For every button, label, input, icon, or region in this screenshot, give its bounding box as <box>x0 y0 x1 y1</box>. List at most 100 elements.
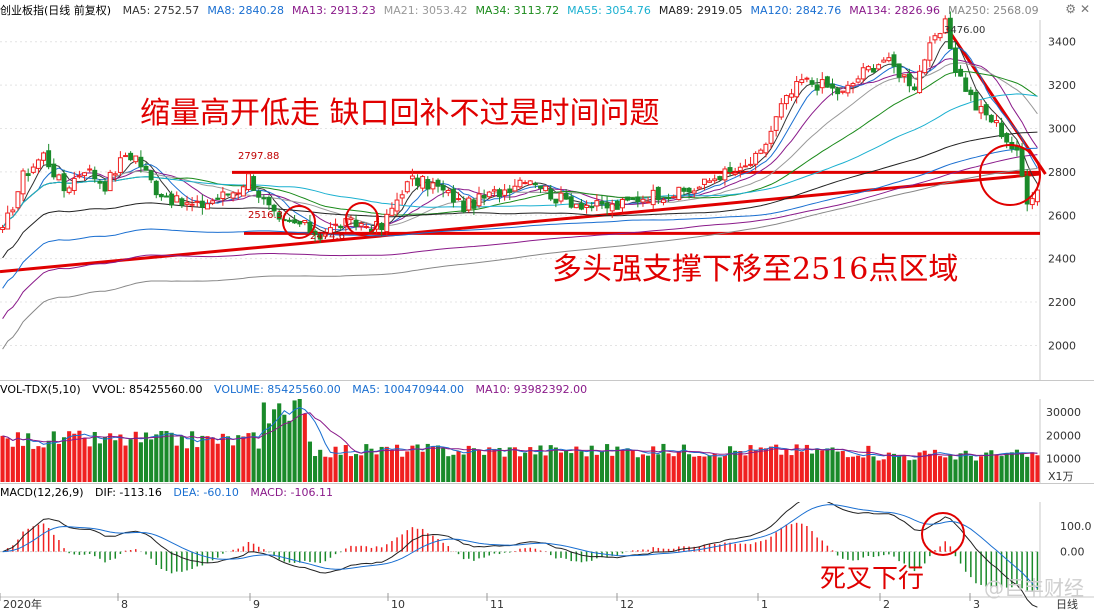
candle-body <box>199 200 205 208</box>
volume-ma10: MA10: 93982392.00 <box>475 383 588 396</box>
volume-bar <box>435 445 441 482</box>
candle-body <box>158 193 164 198</box>
time-tick-label: 10 <box>391 598 405 611</box>
ma-label: MA134: 2826.96 <box>849 4 940 17</box>
volume-bar <box>891 453 897 482</box>
volume-bar <box>169 432 174 482</box>
candle-body <box>973 91 979 111</box>
volume-bar <box>922 450 927 482</box>
volume-bar <box>1020 452 1025 482</box>
candle-body <box>589 206 595 209</box>
ma-label: MA34: 3113.72 <box>475 4 560 17</box>
ma-label: MA21: 3053.42 <box>383 4 468 17</box>
candle-body <box>220 191 226 200</box>
candle-body <box>742 165 748 168</box>
volume-bar <box>758 447 763 482</box>
volume-bar <box>768 446 774 482</box>
volume-bar <box>938 456 943 482</box>
volume-bar <box>420 451 425 482</box>
candle-body <box>763 143 769 154</box>
volume-bar <box>67 431 72 482</box>
volume-bar <box>261 402 266 482</box>
candle-body <box>240 186 246 197</box>
ma-label: MA250: 2568.09 <box>947 4 1039 17</box>
macd-dif: DIF: -113.16 <box>95 486 162 499</box>
candle-body <box>512 185 518 192</box>
time-tick-label: 12 <box>620 598 634 611</box>
volume-bar <box>1035 455 1040 482</box>
volume-bar <box>113 440 118 482</box>
candle-body <box>666 197 672 200</box>
volume-bar <box>108 433 113 482</box>
candle-body <box>527 180 533 186</box>
candle-body <box>92 169 98 180</box>
volume-bar <box>876 460 881 482</box>
volume-bar <box>92 431 97 482</box>
candle-body <box>230 192 236 199</box>
candle-body <box>333 223 339 226</box>
candle-body <box>481 194 487 199</box>
volume-bar <box>5 438 10 482</box>
main-chart-header: 创业板指(日线 前复权) MA5: 2752.57 MA8: 2840.28 MA1… <box>0 2 1094 20</box>
candle-body <box>691 190 697 194</box>
volume-bar <box>630 449 635 482</box>
ma-line-13 <box>2 58 1038 229</box>
candle-body <box>543 185 549 192</box>
volume-bar <box>461 454 466 482</box>
volume-bar <box>856 455 861 482</box>
volume-bar <box>154 434 159 482</box>
price-label: 3476.00 <box>944 25 985 36</box>
candle-body <box>937 33 943 39</box>
volume-bar <box>307 441 312 482</box>
candle-body <box>450 188 456 203</box>
volume-bar <box>338 454 343 482</box>
volume-bar <box>138 442 143 482</box>
volume-bar <box>195 447 200 482</box>
candle-body <box>901 74 907 77</box>
close-icon[interactable]: ✕ <box>1079 2 1090 16</box>
candle-body <box>650 189 656 206</box>
candle-body <box>133 155 139 163</box>
volume-bar <box>820 450 825 482</box>
candle-body <box>927 42 933 61</box>
candle-body <box>963 77 969 92</box>
volume-bar <box>687 454 692 482</box>
volume-indicator-name: VOL-TDX(5,10) <box>0 383 81 396</box>
volume-bar <box>36 446 41 482</box>
price-tick-label: 2400 <box>1048 253 1076 266</box>
candle-body <box>189 203 195 206</box>
highlight-circle <box>921 512 965 556</box>
candle-body <box>466 197 472 211</box>
volume-bar <box>72 433 77 482</box>
candle-body <box>353 219 359 227</box>
candle-body <box>701 178 707 185</box>
gear-icon[interactable]: ⚙ <box>1065 2 1076 16</box>
candle-body <box>420 176 426 189</box>
volume-bar <box>118 434 123 482</box>
macd-dea: DEA: -60.10 <box>173 486 239 499</box>
volume-bar <box>794 444 799 482</box>
candle-body <box>958 68 964 77</box>
candle-body <box>522 182 528 185</box>
volume-bar <box>507 447 512 482</box>
volume-bar <box>656 454 661 482</box>
volume-bar <box>123 445 128 482</box>
volume-bar <box>989 450 994 482</box>
candle-body <box>394 199 400 212</box>
candle-body <box>824 76 830 88</box>
volume-bar <box>149 439 154 482</box>
volume-bar <box>943 457 948 482</box>
candle-body <box>988 114 994 123</box>
volume-tick-label: 20000 <box>1046 429 1081 442</box>
volume-bar <box>927 453 932 482</box>
ma-line-89 <box>2 131 1038 259</box>
volume-bar <box>318 449 323 482</box>
candle-body <box>707 180 713 183</box>
candle-body <box>205 203 210 210</box>
macd-dea-line <box>2 504 1038 589</box>
volume-bar <box>748 445 753 482</box>
volume-bar <box>871 456 876 482</box>
volume-bar <box>779 454 784 482</box>
ma-label: MA8: 2840.28 <box>207 4 285 17</box>
volume-bar <box>953 459 958 482</box>
